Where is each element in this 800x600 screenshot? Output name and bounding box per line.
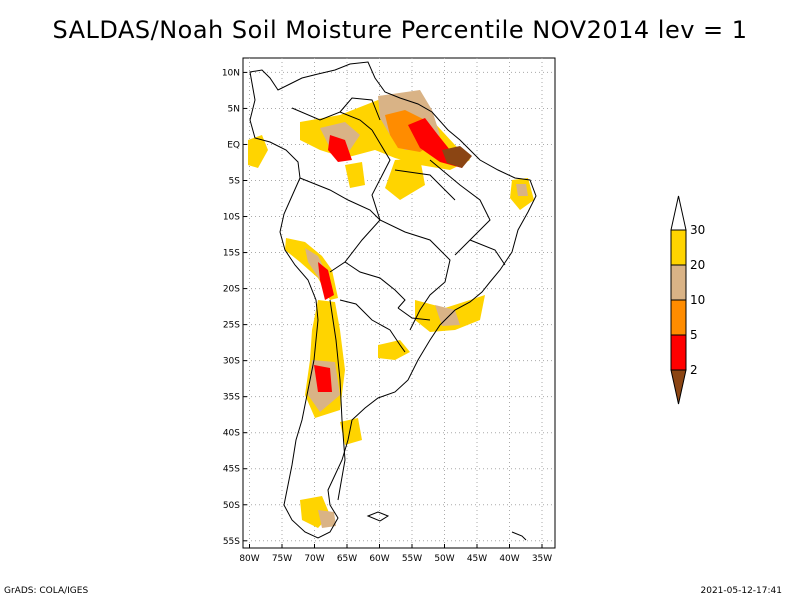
lat-tick-label: 40S	[223, 429, 240, 439]
border-bolivia	[344, 261, 406, 309]
colorbar-label: 30	[690, 223, 705, 237]
shade-interior-2	[385, 158, 425, 200]
shade-maranhao-brown	[442, 146, 472, 168]
lon-tick-label: 75W	[272, 554, 292, 564]
shade-patagonia-1	[340, 418, 362, 445]
lat-tick-label: 5N	[228, 104, 240, 114]
shade-interior-1	[345, 162, 365, 188]
island-falklands	[366, 511, 390, 522]
footer-timestamp: 2021-05-12-17:41	[700, 586, 783, 596]
lon-tick-label: 55W	[402, 554, 422, 564]
lat-tick-label: 5S	[229, 177, 241, 187]
colorbar-segment	[670, 264, 687, 301]
border-chile	[329, 299, 346, 501]
border-argentina	[339, 299, 406, 353]
lat-tick-label: 35S	[223, 393, 240, 403]
continent-outline	[249, 61, 537, 539]
shade-andes-red	[318, 262, 334, 300]
colorbar-segment	[670, 229, 687, 266]
colorbar-label: 10	[690, 293, 705, 307]
shade-se-brazil-tan	[435, 305, 460, 326]
longitude-tick-labels: 80W 75W 70W 65W 60W 55W 50W 45W 40W 35W	[239, 544, 552, 564]
shade-ne-coast-tan	[516, 184, 528, 196]
percentile-shading	[248, 90, 534, 528]
coastline-south-america	[249, 61, 537, 539]
border-brazil-west	[371, 129, 451, 331]
colorbar-segment	[670, 369, 687, 405]
border-paraguay	[397, 307, 431, 321]
lon-tick-label: 40W	[499, 554, 519, 564]
lat-tick-label: 30S	[223, 357, 240, 367]
island-south-georgia	[511, 531, 527, 541]
lon-tick-label: 70W	[304, 554, 324, 564]
latitude-tick-labels: 10N 5N EQ 5S 10S 15S 20S 25S 30S 35S 40S 45S 50S 55S	[222, 68, 247, 547]
lat-tick-label: 10S	[223, 213, 240, 223]
islands	[366, 511, 527, 541]
colorbar-label: 5	[690, 328, 698, 342]
colorbar-segment	[670, 195, 687, 231]
border-venezuela	[339, 97, 381, 121]
colorbar-segment	[670, 299, 687, 336]
map-title: SALDAS/Noah Soil Moisture Percentile NOV…	[52, 16, 748, 44]
lon-tick-label: 60W	[369, 554, 389, 564]
colorbar: 30 20 10 5 2	[670, 195, 705, 405]
lat-tick-label: 55S	[223, 537, 240, 547]
shade-uruguay	[378, 340, 410, 360]
lat-tick-label: 50S	[223, 501, 240, 511]
lon-tick-label: 80W	[239, 554, 259, 564]
lon-tick-label: 45W	[467, 554, 487, 564]
border-brazil-states	[394, 159, 506, 266]
lat-tick-label: 20S	[223, 285, 240, 295]
lat-tick-label: EQ	[227, 140, 240, 150]
footer-credit: GrADS: COLA/IGES	[4, 586, 89, 596]
lon-tick-label: 50W	[434, 554, 454, 564]
shade-patagonia-3	[318, 510, 336, 528]
border-peru	[299, 177, 381, 273]
lon-tick-label: 35W	[532, 554, 552, 564]
shade-cuyo-red	[314, 365, 332, 392]
shade-colombia-red	[328, 135, 352, 162]
lat-tick-label: 25S	[223, 321, 240, 331]
lat-tick-label: 45S	[223, 465, 240, 475]
colorbar-label: 20	[690, 258, 705, 272]
lat-tick-label: 15S	[223, 249, 240, 259]
lat-tick-label: 10N	[222, 68, 240, 78]
lon-tick-label: 65W	[337, 554, 357, 564]
colorbar-label: 2	[690, 363, 698, 377]
shade-ecuador	[248, 135, 268, 168]
colorbar-segment	[670, 334, 687, 371]
